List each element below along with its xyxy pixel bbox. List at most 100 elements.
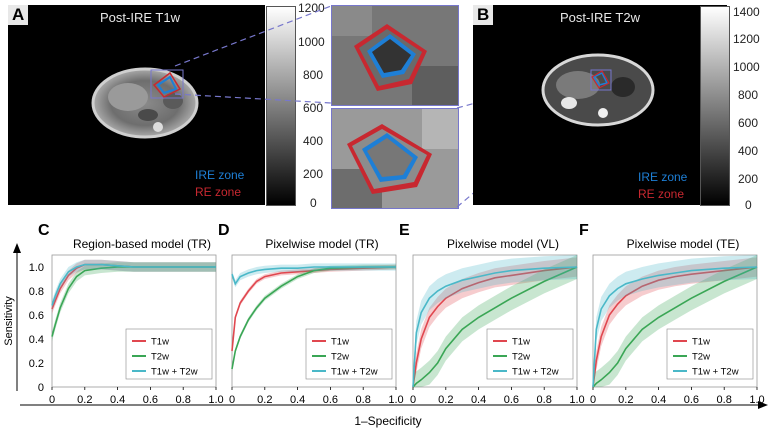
chart-title: Pixelwise model (TR) (265, 237, 378, 251)
colorbar-b-tick: 400 (738, 144, 759, 158)
panel-b-re-label: RE zone (638, 187, 685, 201)
roc-line-t2w (592, 266, 758, 388)
confidence-band-t2w (413, 255, 577, 387)
x-tick-label: 1.0 (569, 394, 584, 406)
roc-charts: Sensitivity 1–Specificity C Region-based mo… (3, 222, 768, 428)
panel-label-b: B (473, 5, 494, 25)
colorbar-a-tick: 800 (303, 68, 324, 82)
zoom-inset-top (331, 5, 459, 106)
y-tick-label: 0.6 (29, 310, 44, 322)
y-axis-label: Sensitivity (3, 296, 15, 346)
x-tick-label: 0.4 (110, 394, 125, 406)
confidence-band-t1wt2w (593, 255, 757, 387)
roc-line-t1wt2w (592, 266, 758, 388)
colorbar-b-tick: 1400 (733, 5, 760, 19)
colorbar-a-tick: 200 (303, 167, 324, 181)
x-tick-label: 0 (410, 394, 416, 406)
zoom-inset-bottom (331, 108, 459, 209)
x-tick-label: 0 (229, 394, 235, 406)
chart-title: Region-based model (TR) (73, 237, 211, 251)
panel-b-ire-label: IRE zone (638, 170, 688, 184)
colorbar-b-tick: 1000 (733, 60, 760, 74)
legend-label: T1w (151, 337, 169, 348)
colorbar-b-tick: 0 (745, 198, 752, 212)
confidence-band-t2w (52, 262, 216, 342)
legend-label: T2w (512, 352, 530, 363)
x-tick-label: 0.4 (290, 394, 305, 406)
x-tick-label: 0.8 (717, 394, 732, 406)
roc-line-t1wt2w (412, 266, 578, 388)
x-tick-label: 0.2 (257, 394, 272, 406)
x-tick-label: 0.8 (176, 394, 191, 406)
x-tick-label: 0.8 (356, 394, 371, 406)
panel-a-ire-label: IRE zone (195, 168, 245, 182)
confidence-band-t1w (52, 259, 216, 314)
x-tick-label: 0.4 (471, 394, 486, 406)
panel-a-re-label: RE zone (195, 185, 242, 199)
legend-label: T1w + T2w (331, 367, 378, 378)
roc-line-t1w (412, 266, 578, 388)
x-tick-label: 0.4 (651, 394, 666, 406)
y-tick-label: 0.4 (29, 334, 44, 346)
chart-title: Pixelwise model (TE) (627, 237, 740, 251)
t1w-anatomy (91, 67, 199, 139)
roc-line-t2w (412, 266, 578, 388)
panel-label-d: D (218, 222, 230, 239)
panel-label-c: C (38, 222, 50, 239)
roc-line-t2w (231, 266, 396, 370)
colorbar-a-tick: 1000 (298, 35, 325, 49)
colorbar-b-tick: 200 (738, 172, 759, 186)
roc-line-t1w (592, 266, 758, 388)
x-axis-label: 1–Specificity (354, 414, 421, 428)
x-tick-label: 0.2 (618, 394, 633, 406)
x-tick-label: 0.2 (438, 394, 453, 406)
legend-label: T2w (692, 352, 710, 363)
x-tick-label: 0 (590, 394, 596, 406)
panel-label-e: E (399, 222, 410, 239)
x-tick-label: 0.2 (77, 394, 92, 406)
y-axis-arrowhead (13, 243, 21, 253)
confidence-band-t2w (593, 255, 757, 387)
confidence-band-t1w (593, 257, 757, 387)
x-tick-label: 1.0 (208, 394, 223, 406)
colorbar-b-tick: 600 (738, 116, 759, 130)
confidence-band-t1wt2w (413, 255, 577, 387)
colorbar-b-tick: 800 (738, 88, 759, 102)
y-tick-label: 0 (38, 382, 44, 394)
legend-label: T1w + T2w (151, 367, 198, 378)
t2w-anatomy (541, 53, 655, 127)
y-tick-label: 0.2 (29, 358, 44, 370)
colorbar-a-tick: 600 (303, 101, 324, 115)
panel-a-title: Post-IRE T1w (100, 10, 180, 25)
roc-line-t1wt2w (51, 263, 216, 306)
colorbar-a (266, 6, 296, 206)
legend-label: T1w (512, 337, 530, 348)
x-tick-label: 1.0 (749, 394, 764, 406)
mri-t2w-image (473, 5, 727, 205)
x-axis-arrowhead (758, 401, 768, 409)
zoom-inset-bottom-graphic (332, 109, 458, 208)
legend-label: T2w (331, 352, 349, 363)
x-tick-label: 0.6 (143, 394, 158, 406)
legend-label: T1w (692, 337, 710, 348)
roc-line-t1w (231, 266, 397, 352)
colorbar-b (700, 6, 730, 206)
y-tick-label: 0.8 (29, 286, 44, 298)
x-tick-label: 0.6 (684, 394, 699, 406)
colorbar-a-tick: 0 (310, 196, 317, 210)
chart-title: Pixelwise model (VL) (447, 237, 559, 251)
panel-b-title: Post-IRE T2w (560, 10, 640, 25)
legend-label: T1w (331, 337, 349, 348)
x-tick-label: 0 (49, 394, 55, 406)
y-tick-label: 1.0 (29, 262, 44, 274)
confidence-band-t1w (413, 257, 577, 387)
colorbar-b-tick: 1200 (733, 32, 760, 46)
x-tick-label: 1.0 (388, 394, 403, 406)
x-tick-label: 0.6 (504, 394, 519, 406)
legend-label: T2w (151, 352, 169, 363)
legend-label: T1w + T2w (692, 367, 739, 378)
x-tick-label: 0.6 (323, 394, 338, 406)
mri-t1w-image (8, 5, 265, 205)
confidence-band-t1wt2w (52, 259, 216, 311)
roc-line-t1wt2w (231, 266, 396, 286)
